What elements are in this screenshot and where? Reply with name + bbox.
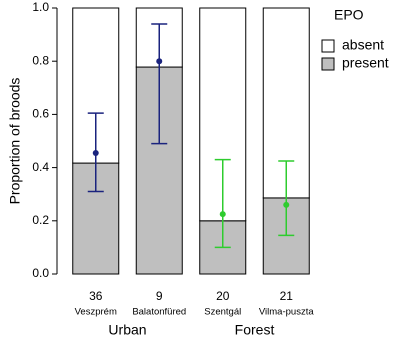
- y-tick-label: 0.0: [32, 266, 49, 280]
- y-tick-label: 0.4: [32, 160, 49, 174]
- x-tick-label: Szentgál: [204, 307, 241, 318]
- estimate-point: [92, 149, 99, 156]
- sample-size: 9: [156, 289, 163, 303]
- group-label: Forest: [235, 322, 275, 338]
- y-tick-label: 0.6: [32, 107, 49, 121]
- y-axis-title: Proportion of broods: [7, 78, 23, 205]
- y-tick-label: 0.8: [32, 53, 49, 67]
- legend-swatch: [321, 39, 335, 53]
- sample-size: 36: [89, 289, 103, 303]
- estimate-point: [283, 201, 290, 208]
- sample-size: 20: [216, 289, 230, 303]
- x-tick-label: Veszprém: [75, 307, 117, 318]
- group-label: Urban: [108, 322, 146, 338]
- estimate-point: [156, 58, 163, 65]
- y-tick-label: 1.0: [32, 0, 49, 14]
- x-tick-label: Balatonfüred: [132, 307, 186, 318]
- legend-label: absent: [342, 37, 384, 53]
- y-tick-label: 0.2: [32, 213, 49, 227]
- sample-size: 21: [280, 289, 294, 303]
- legend-label: present: [342, 55, 389, 71]
- estimate-point: [219, 211, 226, 218]
- x-tick-label: Vilma-puszta: [259, 307, 314, 318]
- bar-segment: [135, 66, 183, 275]
- legend-title: EPO: [334, 7, 364, 23]
- legend-swatch: [321, 57, 335, 71]
